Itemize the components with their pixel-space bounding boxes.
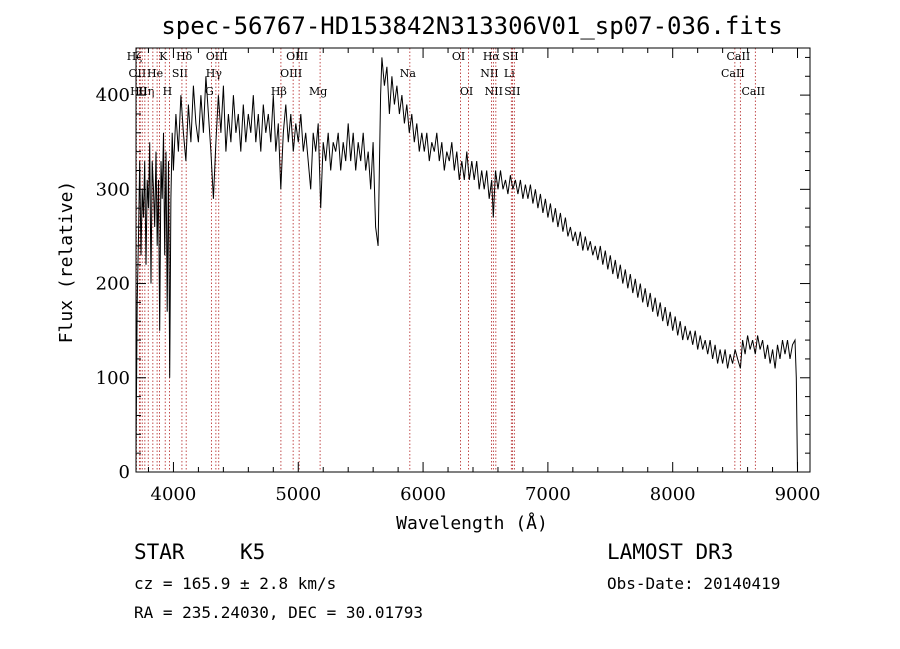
line-marker-label: OI: [452, 50, 465, 63]
line-marker-label: Hδ: [176, 50, 193, 63]
x-tick-label: 5000: [275, 484, 321, 505]
line-marker-label: Na: [400, 67, 417, 80]
line-marker-label: G: [205, 85, 214, 98]
y-tick-label: 300: [96, 179, 130, 200]
line-marker-label: OII: [129, 67, 147, 80]
line-marker-label: Li: [504, 67, 515, 80]
line-marker-label: H: [163, 85, 173, 98]
line-marker-label: SII: [172, 67, 188, 80]
coordinates: RA = 235.24030, DEC = 30.01793: [134, 603, 423, 622]
y-tick-label: 0: [119, 462, 130, 483]
x-tick-label: 6000: [400, 484, 446, 505]
spectrum-series: [135, 57, 798, 473]
line-marker-label: CaII: [721, 67, 745, 80]
x-tick-label: 9000: [775, 484, 821, 505]
line-marker-label: NII: [485, 85, 503, 98]
spectral-subclass: K5: [240, 540, 266, 564]
line-marker-label: SII: [502, 50, 518, 63]
line-marker-label: OI: [460, 85, 473, 98]
line-marker-label: K: [159, 50, 168, 63]
x-axis: 4000 5000 6000 7000 8000 9000: [147, 48, 821, 505]
y-tick-label: 200: [96, 274, 130, 295]
x-axis-label: Wavelength (Å): [396, 512, 548, 534]
line-marker-label: NII: [480, 67, 498, 80]
line-marker-label: CaII: [727, 50, 751, 63]
y-axis-label: Flux (relative): [56, 181, 77, 344]
line-marker-label: OIII: [286, 50, 308, 63]
x-tick-label: 7000: [525, 484, 571, 505]
line-marker-label: Hγ: [206, 67, 223, 80]
chart-title: spec-56767-HD153842N313306V01_sp07-036.f…: [161, 12, 782, 40]
line-marker-label: OIII: [206, 50, 228, 63]
line-marker-label: Hβ: [271, 85, 287, 98]
emission-line-markers: HζOIIHθHηHeKHSIIHδGHγOIIIHβOIIIOIIIMgNaO…: [127, 48, 765, 472]
spectrum-chart: spec-56767-HD153842N313306V01_sp07-036.f…: [56, 12, 821, 534]
y-axis: 0 100 200 300 400: [96, 56, 810, 483]
spectrum-line: [135, 57, 798, 473]
line-marker-label: Hη: [138, 85, 154, 98]
line-marker-label: CaII: [741, 85, 765, 98]
observation-date: Obs-Date: 20140419: [607, 574, 781, 593]
line-marker-label: He: [147, 67, 163, 80]
x-tick-label: 4000: [151, 484, 197, 505]
object-class: STAR: [134, 540, 185, 564]
line-marker-label: SII: [504, 85, 520, 98]
line-marker-label: Mg: [309, 85, 327, 98]
y-tick-label: 100: [96, 368, 130, 389]
x-tick-label: 8000: [650, 484, 696, 505]
y-tick-label: 400: [96, 85, 130, 106]
redshift-velocity: cz = 165.9 ± 2.8 km/s: [134, 574, 337, 593]
line-marker-label: OIII: [280, 67, 302, 80]
survey-name: LAMOST DR3: [607, 540, 734, 564]
line-marker-label: Hζ: [127, 50, 143, 63]
plot-frame: [135, 47, 811, 473]
